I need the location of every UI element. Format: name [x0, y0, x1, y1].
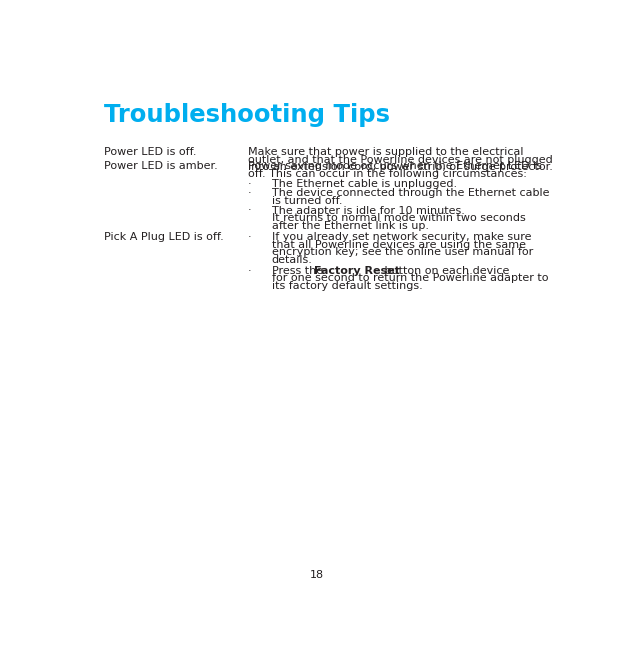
Text: after the Ethernet link is up.: after the Ethernet link is up. [272, 221, 429, 231]
Text: Pick A Plug LED is off.: Pick A Plug LED is off. [104, 232, 223, 242]
Text: If you already set network security, make sure: If you already set network security, mak… [272, 232, 531, 242]
Text: Factory Reset: Factory Reset [314, 266, 400, 276]
Text: button on each device: button on each device [381, 266, 509, 276]
Text: off. This can occur in the following circumstances:: off. This can occur in the following cir… [248, 169, 527, 179]
Text: into an extension cord, power strip, or surge protector.: into an extension cord, power strip, or … [248, 162, 553, 172]
Text: The adapter is idle for 10 minutes.: The adapter is idle for 10 minutes. [272, 206, 464, 216]
Text: for one second to return the Powerline adapter to: for one second to return the Powerline a… [272, 273, 548, 283]
Text: Power LED is off.: Power LED is off. [104, 147, 196, 157]
Text: its factory default settings.: its factory default settings. [272, 281, 422, 291]
Text: ·: · [248, 232, 251, 242]
Text: is turned off.: is turned off. [272, 196, 342, 206]
Text: It returns to normal mode within two seconds: It returns to normal mode within two sec… [272, 213, 526, 223]
Text: The Ethernet cable is unplugged.: The Ethernet cable is unplugged. [272, 179, 457, 189]
Text: Power saving mode occurs when the Ethernet LED is: Power saving mode occurs when the Ethern… [248, 162, 542, 172]
Text: 18: 18 [310, 570, 324, 580]
Text: details.: details. [272, 255, 313, 265]
Text: that all Powerline devices are using the same: that all Powerline devices are using the… [272, 240, 526, 250]
Text: Make sure that power is supplied to the electrical: Make sure that power is supplied to the … [248, 147, 523, 157]
Text: Press the: Press the [272, 266, 326, 276]
Text: ·: · [248, 188, 251, 198]
Text: ·: · [248, 179, 251, 189]
Text: outlet, and that the Powerline devices are not plugged: outlet, and that the Powerline devices a… [248, 154, 552, 164]
Text: encryption key; see the online user manual for: encryption key; see the online user manu… [272, 247, 533, 257]
Text: Troubleshooting Tips: Troubleshooting Tips [104, 104, 390, 128]
Text: Power LED is amber.: Power LED is amber. [104, 162, 217, 172]
Text: ·: · [248, 266, 251, 276]
Text: ·: · [248, 206, 251, 216]
Text: The device connected through the Ethernet cable: The device connected through the Etherne… [272, 188, 549, 198]
